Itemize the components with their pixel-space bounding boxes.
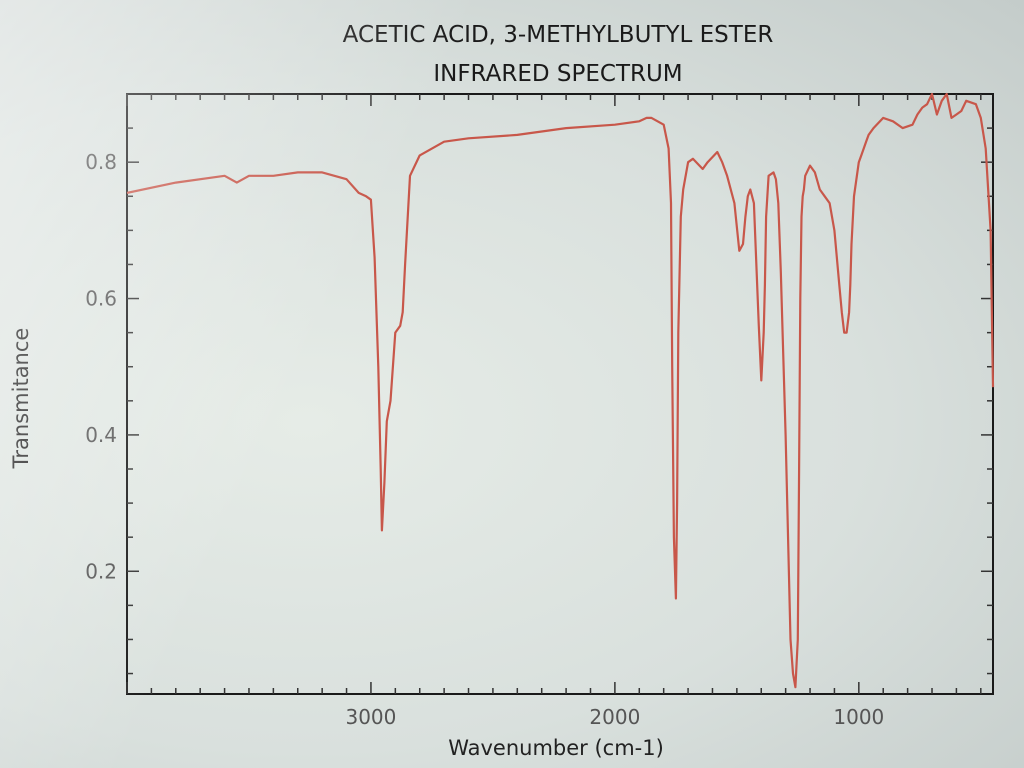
y-tick-label: 0.6 xyxy=(85,287,117,311)
y-tick-label: 0.2 xyxy=(85,559,117,583)
plot-frame xyxy=(126,93,994,695)
chart-title-line-2: INFRARED SPECTRUM xyxy=(433,61,682,87)
x-tick-label: 2000 xyxy=(589,705,640,729)
x-tick-label: 3000 xyxy=(345,705,396,729)
y-axis: 0.2 0.4 0.6 0.8 xyxy=(85,127,993,675)
chart-title-line-1: ACETIC ACID, 3-METHYLBUTYL ESTER xyxy=(343,22,774,48)
x-axis: 3000 2000 1000 xyxy=(126,94,982,729)
x-tick-label: 1000 xyxy=(833,705,884,729)
y-axis-label: Transmitance xyxy=(9,328,33,470)
x-axis-label: Wavenumber (cm-1) xyxy=(448,736,664,760)
spectrum-line xyxy=(126,92,995,689)
y-tick-label: 0.8 xyxy=(85,150,117,174)
y-tick-label: 0.4 xyxy=(85,423,117,447)
